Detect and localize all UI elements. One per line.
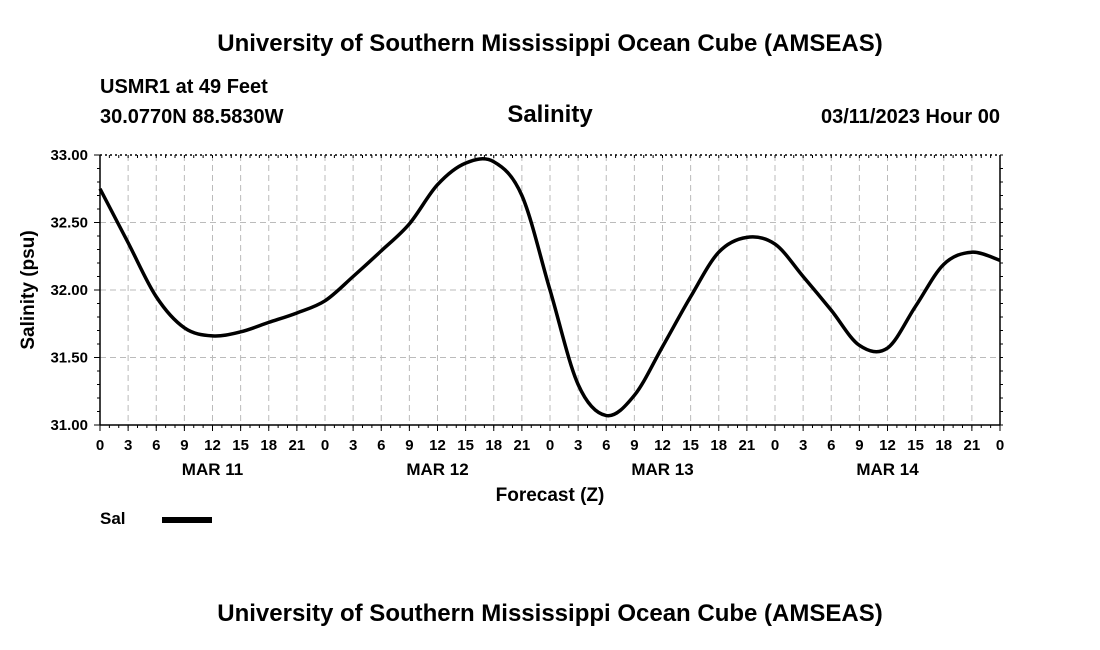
x-tick-label: 15 — [457, 437, 474, 454]
x-tick-label: 12 — [204, 437, 221, 454]
x-tick-label: 3 — [349, 437, 357, 454]
legend-swatch — [162, 517, 212, 523]
x-tick-label: 9 — [855, 437, 863, 454]
x-tick-label: 0 — [996, 437, 1004, 454]
y-tick-label: 31.50 — [50, 350, 88, 367]
x-tick-label: 18 — [260, 437, 277, 454]
variable-title: Salinity — [507, 101, 593, 128]
legend-label: Sal — [100, 509, 126, 528]
x-tick-label: 0 — [321, 437, 329, 454]
x-tick-label: 6 — [152, 437, 160, 454]
x-tick-label: 21 — [739, 437, 756, 454]
x-tick-label: 21 — [964, 437, 981, 454]
x-tick-label: 15 — [907, 437, 924, 454]
station-coordinates: 30.0770N 88.5830W — [100, 106, 284, 128]
y-tick-label: 33.00 — [50, 147, 88, 164]
run-time: 03/11/2023 Hour 00 — [820, 106, 1000, 128]
date-label: MAR 11 — [182, 460, 243, 479]
y-tick-label: 32.00 — [50, 282, 88, 299]
chart-labels: 0 3 6 9 12 15 18 21 0 3 6 9 12 15 18 21 0 3 6 9 12 15 18 21 0 3 6 9… — [18, 147, 1004, 506]
x-tick-label: 3 — [124, 437, 132, 454]
x-tick-label: 18 — [935, 437, 952, 454]
x-tick-label: 9 — [180, 437, 188, 454]
x-tick-label: 21 — [289, 437, 306, 454]
x-axis-label: Forecast (Z) — [496, 485, 605, 506]
x-tick-label: 3 — [574, 437, 582, 454]
x-tick-label: 12 — [879, 437, 896, 454]
x-tick-label: 12 — [429, 437, 446, 454]
y-tick-label: 32.50 — [50, 215, 88, 232]
x-tick-label: 0 — [771, 437, 779, 454]
series-line-sal — [98, 157, 1001, 418]
x-tick-label: 6 — [827, 437, 835, 454]
date-label: MAR 13 — [631, 460, 693, 479]
x-tick-label: 6 — [602, 437, 610, 454]
x-tick-label: 15 — [232, 437, 249, 454]
x-tick-label: 15 — [682, 437, 699, 454]
x-tick-label: 18 — [710, 437, 727, 454]
y-tick-label: 31.00 — [50, 417, 88, 434]
date-label: MAR 12 — [406, 460, 468, 479]
chart-series — [98, 157, 1001, 418]
date-label: MAR 14 — [856, 460, 919, 479]
chart-grid — [100, 155, 1000, 425]
station-name: USMR1 at 49 Feet — [100, 76, 268, 98]
x-tick-label: 9 — [405, 437, 413, 454]
x-tick-label: 0 — [96, 437, 104, 454]
x-tick-label: 0 — [546, 437, 554, 454]
x-tick-label: 18 — [485, 437, 502, 454]
x-tick-label: 6 — [377, 437, 385, 454]
footer-title: University of Southern Mississippi Ocean… — [217, 600, 883, 627]
x-tick-label: 21 — [514, 437, 531, 454]
x-tick-label: 3 — [799, 437, 807, 454]
chart-title: University of Southern Mississippi Ocean… — [217, 30, 883, 57]
x-tick-label: 12 — [654, 437, 671, 454]
x-tick-label: 9 — [630, 437, 638, 454]
chart-axes — [94, 154, 1003, 431]
y-axis-label: Salinity (psu) — [18, 230, 39, 349]
